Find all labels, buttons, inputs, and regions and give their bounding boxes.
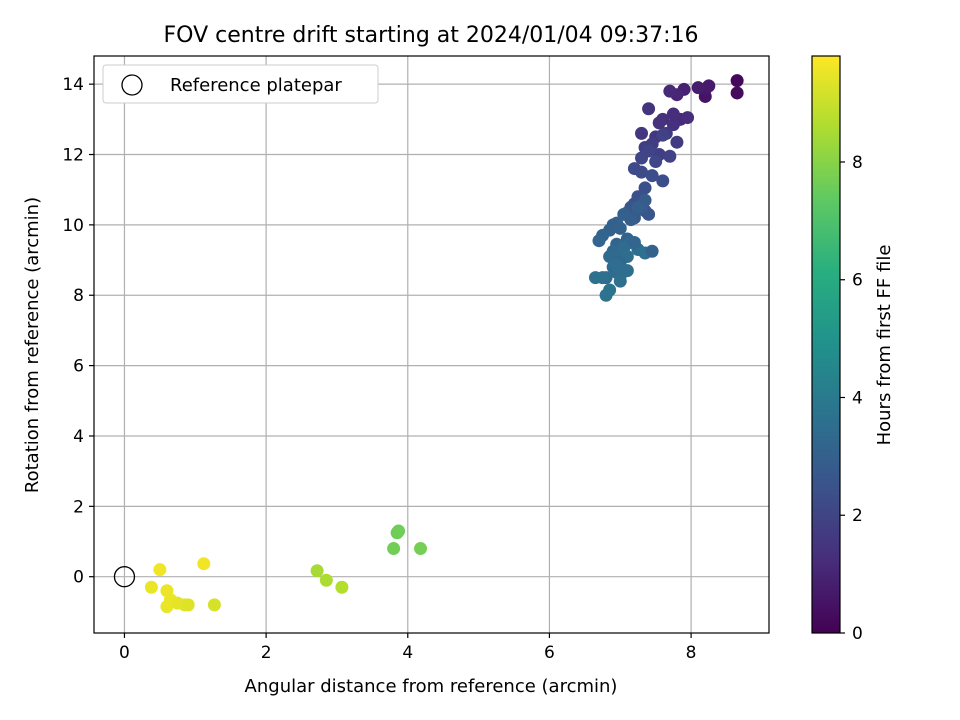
data-point bbox=[642, 102, 656, 116]
legend: Reference platepar bbox=[102, 64, 379, 104]
x-axis-label: Angular distance from reference (arcmin) bbox=[245, 676, 618, 697]
y-tick-label: 10 bbox=[62, 216, 84, 236]
data-point bbox=[670, 135, 684, 149]
data-point bbox=[645, 169, 659, 183]
x-tick-label: 4 bbox=[402, 643, 413, 663]
legend-box bbox=[102, 64, 379, 104]
data-point bbox=[652, 116, 666, 130]
colorbar-tick-label: 0 bbox=[852, 624, 863, 644]
colorbar-tick-label: 4 bbox=[852, 388, 863, 408]
y-tick-label: 14 bbox=[62, 75, 84, 95]
colorbar-label: Hours from first FF file bbox=[874, 245, 895, 446]
chart-title: FOV centre drift starting at 2024/01/04 … bbox=[164, 23, 699, 48]
data-point bbox=[649, 155, 663, 169]
data-point bbox=[613, 274, 627, 288]
data-point bbox=[638, 181, 652, 195]
reference-marker bbox=[113, 566, 136, 588]
data-point bbox=[620, 264, 634, 278]
grid-lines bbox=[94, 56, 769, 633]
x-tick-label: 2 bbox=[261, 643, 272, 663]
x-tick-label: 8 bbox=[686, 643, 697, 663]
data-point bbox=[414, 542, 428, 556]
colorbar-ticks: 0 2 4 6 8 bbox=[840, 153, 863, 644]
data-point bbox=[691, 81, 705, 95]
data-point bbox=[635, 126, 649, 140]
y-tick-label: 12 bbox=[62, 146, 84, 166]
data-points bbox=[113, 74, 744, 614]
data-point bbox=[702, 79, 716, 93]
data-point bbox=[153, 563, 167, 577]
colorbar-tick-label: 6 bbox=[852, 271, 863, 291]
data-point bbox=[181, 598, 195, 612]
data-point bbox=[645, 244, 659, 258]
y-tick-label: 2 bbox=[73, 497, 84, 517]
data-point bbox=[656, 174, 670, 188]
y-tick-label: 0 bbox=[73, 568, 84, 588]
data-point bbox=[730, 74, 744, 88]
legend-marker bbox=[121, 74, 143, 96]
data-point bbox=[310, 564, 324, 578]
data-point bbox=[730, 86, 744, 100]
x-tick-label: 6 bbox=[544, 643, 555, 663]
data-point bbox=[392, 524, 406, 538]
y-tick-label: 8 bbox=[73, 286, 84, 306]
data-point bbox=[144, 580, 158, 594]
colorbar-tick-label: 2 bbox=[852, 506, 863, 526]
data-point bbox=[663, 149, 677, 163]
y-axis-ticks: 0 2 4 6 8 10 12 14 bbox=[62, 75, 94, 588]
data-point bbox=[592, 234, 606, 248]
x-tick-label: 0 bbox=[119, 643, 130, 663]
data-point bbox=[613, 221, 627, 235]
data-point bbox=[197, 557, 211, 571]
data-point bbox=[207, 598, 221, 612]
data-point bbox=[603, 283, 617, 297]
colorbar-gradient bbox=[811, 55, 841, 634]
data-point bbox=[588, 271, 602, 285]
data-point bbox=[335, 580, 349, 594]
colorbar-tick-label: 8 bbox=[852, 153, 863, 173]
x-axis-ticks: 0 2 4 6 8 bbox=[119, 633, 697, 663]
data-point bbox=[627, 235, 641, 249]
y-tick-label: 4 bbox=[73, 427, 84, 447]
data-point bbox=[617, 207, 631, 221]
data-point bbox=[681, 111, 695, 125]
colorbar: 0 2 4 6 8 Hours from first FF file bbox=[811, 55, 895, 644]
data-point bbox=[635, 165, 649, 179]
y-axis-label: Rotation from reference (arcmin) bbox=[22, 197, 43, 493]
y-tick-label: 6 bbox=[73, 357, 84, 377]
plot-frame bbox=[93, 55, 770, 634]
data-point bbox=[666, 107, 680, 121]
data-point bbox=[603, 250, 617, 264]
data-point bbox=[610, 258, 624, 272]
data-point bbox=[635, 151, 649, 165]
data-point bbox=[656, 128, 670, 142]
data-point bbox=[319, 573, 333, 587]
data-point bbox=[666, 118, 680, 132]
data-point bbox=[631, 200, 645, 214]
data-point bbox=[387, 542, 401, 556]
legend-label: Reference platepar bbox=[170, 75, 342, 96]
data-point bbox=[663, 84, 677, 98]
data-point bbox=[160, 600, 174, 614]
